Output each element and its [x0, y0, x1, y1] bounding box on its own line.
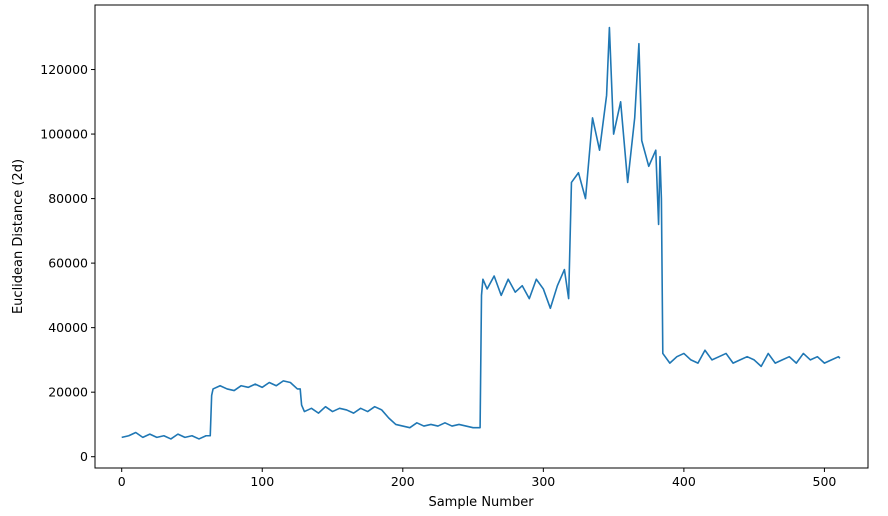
y-axis-label: Euclidean Distance (2d) [11, 159, 26, 314]
y-tick-label-5: 100000 [40, 127, 88, 142]
axes-frame [94, 4, 869, 469]
series-line-0 [121, 26, 841, 440]
x-tick-label-5: 500 [813, 474, 837, 489]
x-axis: 0 100 200 300 400 500 [118, 468, 837, 489]
y-tick-label-6: 120000 [40, 62, 88, 77]
plot-area [121, 26, 841, 440]
y-tick-label-4: 80000 [48, 191, 88, 206]
y-tick-label-2: 40000 [48, 320, 88, 335]
x-tick-label-3: 300 [531, 474, 555, 489]
y-tick-label-3: 60000 [48, 256, 88, 271]
x-tick-label-1: 100 [250, 474, 274, 489]
x-axis-label: Sample Number [428, 495, 534, 510]
x-tick-label-0: 0 [118, 474, 126, 489]
y-tick-label-0: 0 [80, 449, 88, 464]
y-axis: 0 20000 40000 60000 80000 100000 120000 [40, 62, 95, 464]
y-tick-label-1: 20000 [48, 385, 88, 400]
x-tick-label-4: 400 [672, 474, 696, 489]
x-tick-label-2: 200 [391, 474, 415, 489]
